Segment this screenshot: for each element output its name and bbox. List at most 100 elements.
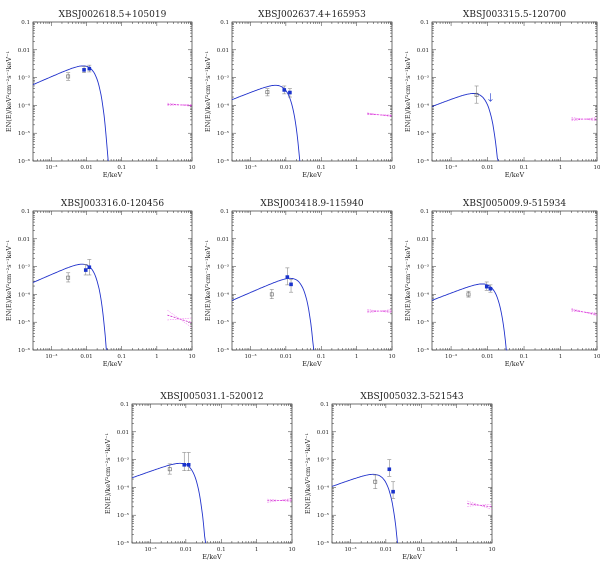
plot-frame — [431, 210, 598, 351]
y-tick-label: 10⁻³ — [217, 75, 229, 82]
chart-panel-3: XBSJ003315.5-120700 10⁻³ 0.01 0.1 1 10 10⁻⁶ 10⁻… — [404, 10, 600, 179]
x-tick-label: 10⁻³ — [244, 353, 256, 360]
y-axis-label: EN(E)/keV²cm⁻²s⁻¹keV⁻¹ — [404, 239, 412, 321]
x-tick-label: 10⁻³ — [244, 164, 256, 171]
x-tick-label: 10 — [389, 165, 396, 171]
filled-data-point — [285, 275, 290, 279]
filled-data-point — [289, 282, 293, 287]
y-tick-label: 0.01 — [317, 430, 329, 436]
y-axis-label: EN(E)/keV²cm⁻²s⁻¹keV⁻¹ — [5, 50, 13, 132]
filled-data-point — [186, 463, 191, 467]
x-tick-label: 10⁻³ — [445, 164, 457, 171]
y-tick-label: 10⁻⁶ — [18, 347, 31, 354]
filled-data-point — [288, 90, 292, 95]
xray-error-lower — [267, 498, 293, 503]
y-tick-label: 10⁻⁶ — [18, 158, 31, 165]
xray-powerlaw — [167, 103, 193, 106]
y-tick-label: 10⁻⁴ — [18, 291, 31, 298]
y-tick-label: 10⁻⁶ — [417, 158, 430, 165]
x-tick-label: 1 — [455, 547, 459, 553]
y-tick-label: 10⁻³ — [217, 264, 229, 271]
model-curve — [331, 473, 398, 544]
y-tick-label: 10⁻⁶ — [317, 540, 330, 547]
x-tick-label: 10 — [594, 354, 600, 360]
x-tick-label: 0.1 — [217, 547, 226, 553]
y-tick-label: 10⁻⁴ — [317, 484, 330, 491]
x-tick-label: 1 — [355, 165, 359, 171]
model-curve — [231, 84, 301, 162]
x-tick-label: 0.01 — [380, 547, 392, 553]
model-curve — [32, 263, 108, 351]
model-curve — [231, 277, 315, 351]
y-tick-label: 10⁻⁵ — [217, 319, 229, 326]
y-tick-label: 10⁻⁶ — [117, 540, 130, 547]
open-data-point — [66, 74, 71, 79]
xray-error-upper — [367, 309, 393, 314]
x-tick-label: 10⁻³ — [144, 546, 156, 553]
xray-powerlaw — [267, 499, 293, 502]
x-tick-label: 10 — [289, 547, 296, 553]
panel-title: XBSJ002637.4+165953 — [258, 10, 366, 20]
open-data-point — [265, 90, 270, 95]
x-tick-label: 10 — [189, 165, 196, 171]
y-tick-label: 0.01 — [217, 237, 229, 243]
xray-powerlaw — [367, 113, 393, 117]
x-tick-label: 10⁻³ — [45, 164, 57, 171]
xray-error-upper — [367, 112, 393, 118]
chart-panel-5: XBSJ003418.9-115940 10⁻³ 0.01 0.1 1 10 10⁻⁶ 10⁻… — [204, 199, 396, 368]
y-tick-label: 10⁻⁵ — [117, 512, 129, 519]
y-axis-label: EN(E)/keV²cm⁻²s⁻¹keV⁻¹ — [5, 239, 13, 321]
y-tick-label: 10⁻⁵ — [417, 319, 429, 326]
plot-frame — [32, 210, 193, 351]
x-tick-label: 0.01 — [80, 165, 92, 171]
x-tick-label: 0.1 — [117, 354, 126, 360]
xray-error-upper — [167, 310, 193, 328]
plot-frame — [231, 21, 393, 162]
y-axis-label: EN(E)/keV²cm⁻²s⁻¹keV⁻¹ — [204, 239, 212, 321]
filled-data-point — [82, 68, 86, 72]
open-data-point — [66, 275, 71, 280]
x-tick-label: 0.1 — [520, 354, 529, 360]
x-axis-label: E/keV — [302, 360, 322, 368]
x-axis-label: E/keV — [302, 171, 322, 179]
xray-error-lower — [367, 309, 393, 314]
y-tick-label: 0.1 — [220, 209, 229, 215]
panel-title: XBSJ005031.1-520012 — [160, 392, 263, 402]
panel-title: XBSJ003418.9-115940 — [260, 199, 363, 209]
model-curve — [131, 462, 207, 544]
x-tick-label: 1 — [155, 354, 159, 360]
y-tick-label: 10⁻³ — [18, 75, 30, 82]
y-tick-label: 0.01 — [117, 430, 129, 436]
xray-powerlaw — [467, 503, 493, 508]
x-tick-label: 10⁻³ — [445, 353, 457, 360]
filled-data-point — [484, 284, 489, 289]
x-tick-label: 0.01 — [280, 354, 292, 360]
x-tick-label: 1 — [559, 165, 563, 171]
xray-error-lower — [571, 310, 598, 314]
panel-title: XBSJ005009.9-515934 — [463, 199, 566, 209]
y-tick-label: 0.01 — [417, 48, 429, 54]
x-tick-label: 0.01 — [180, 547, 192, 553]
x-axis-label: E/keV — [202, 553, 222, 561]
y-tick-label: 10⁻⁴ — [217, 102, 230, 109]
x-tick-label: 10⁻³ — [344, 546, 356, 553]
y-tick-label: 10⁻⁴ — [417, 291, 430, 298]
panel-title: XBSJ005032.3-521543 — [360, 392, 463, 402]
y-tick-label: 0.01 — [217, 48, 229, 54]
chart-panel-7: XBSJ005031.1-520012 10⁻³ 0.01 0.1 1 10 10⁻⁶ 10⁻… — [104, 392, 296, 561]
x-tick-label: 10 — [389, 354, 396, 360]
x-tick-label: 10 — [189, 354, 196, 360]
chart-panel-2: XBSJ002637.4+165953 10⁻³ 0.01 0.1 1 10 10⁻⁶ 10⁻… — [204, 10, 396, 179]
xray-error-upper — [167, 102, 193, 107]
open-data-point — [373, 479, 378, 484]
filled-data-point — [387, 467, 392, 472]
y-tick-label: 10⁻³ — [18, 264, 30, 271]
x-axis-label: E/keV — [505, 171, 525, 179]
y-tick-label: 10⁻³ — [417, 264, 429, 271]
xray-error-lower — [167, 317, 193, 321]
model-curve — [431, 283, 508, 351]
x-tick-label: 10 — [594, 165, 600, 171]
y-tick-label: 10⁻⁶ — [417, 347, 430, 354]
filled-data-point — [282, 88, 287, 92]
